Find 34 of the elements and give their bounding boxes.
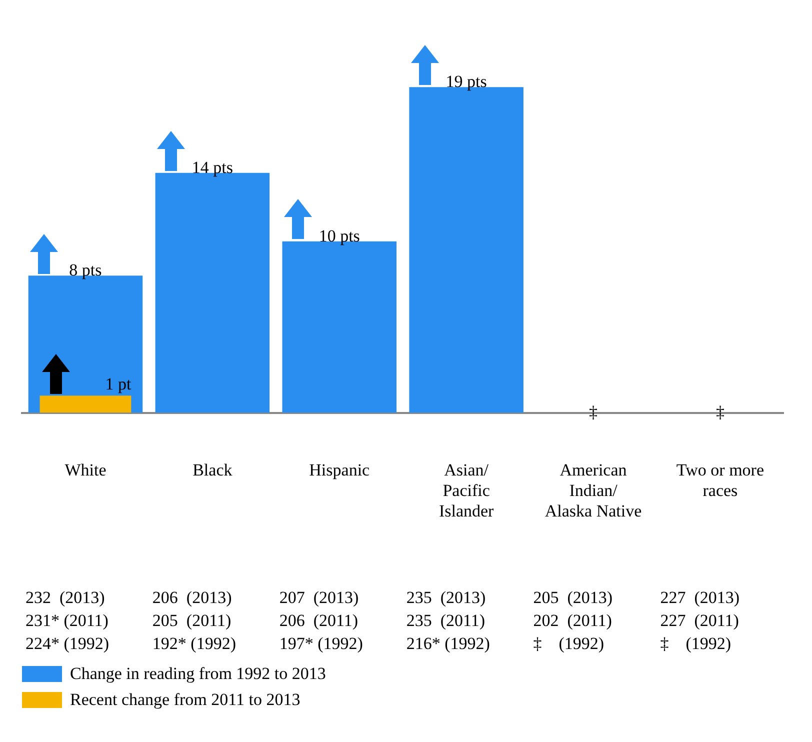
data-label: 8 pts (69, 260, 102, 280)
text: 192* (1992) (152, 634, 236, 654)
bar (40, 396, 132, 413)
text: 197* (1992) (279, 634, 363, 654)
text: 235 (2011) (406, 611, 486, 631)
text: 206 (2013) (152, 588, 232, 608)
text: 231* (2011) (25, 611, 108, 631)
data-label: 14 pts (192, 158, 233, 177)
x-tick-label: Two or more races (676, 460, 764, 500)
text: 216* (1992) (406, 634, 490, 654)
x-tick-label: White (64, 460, 106, 480)
text: ‡ (716, 402, 724, 422)
text: ‡ (1992) (660, 634, 732, 654)
x-tick-label: Hispanic (309, 460, 370, 480)
text: 202 (2011) (533, 611, 612, 631)
data-label: 1 pt (105, 374, 132, 394)
text: 205 (2011) (152, 611, 232, 631)
text: ‡ (1992) (533, 634, 604, 654)
text: 232 (2013) (25, 588, 105, 608)
text: 205 (2013) (533, 588, 613, 608)
text: 206 (2011) (279, 611, 358, 631)
x-tick-label: American Indian/ Alaska Native (544, 460, 642, 520)
data-label: 10 pts (318, 226, 360, 246)
legend-label: Recent change from 2011 to 2013 (70, 690, 300, 710)
text: 224* (1992) (25, 634, 110, 654)
text: 227 (2013) (660, 588, 740, 608)
legend-label: Change in reading from 1992 to 2013 (70, 664, 326, 684)
data-label: 19 pts (446, 72, 487, 92)
text: 227 (2011) (660, 611, 739, 631)
text: ‡ (589, 402, 598, 422)
x-tick-label: Asian/ Pacific Islander (438, 460, 494, 520)
x-tick-label: Black (192, 460, 233, 480)
text: 235 (2013) (406, 588, 486, 608)
text: 207 (2013) (279, 588, 359, 608)
